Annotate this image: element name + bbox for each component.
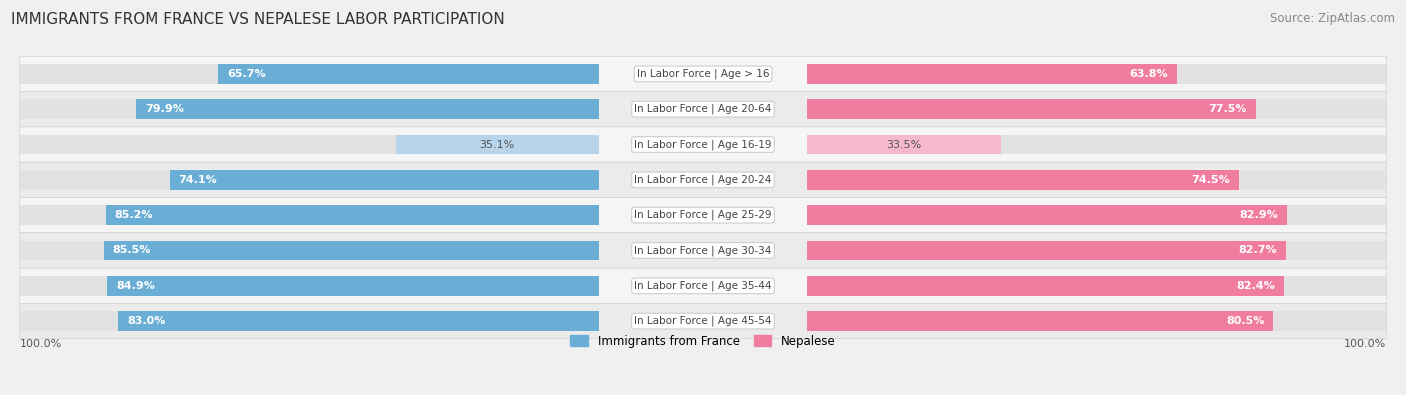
- Text: In Labor Force | Age 16-19: In Labor Force | Age 16-19: [634, 139, 772, 150]
- Text: 63.8%: 63.8%: [1129, 69, 1168, 79]
- Bar: [807, 276, 1284, 295]
- Text: In Labor Force | Age 30-34: In Labor Force | Age 30-34: [634, 245, 772, 256]
- FancyBboxPatch shape: [20, 92, 1386, 127]
- Text: In Labor Force | Age 25-29: In Labor Force | Age 25-29: [634, 210, 772, 220]
- FancyBboxPatch shape: [20, 56, 1386, 92]
- Bar: [118, 311, 599, 331]
- Text: IMMIGRANTS FROM FRANCE VS NEPALESE LABOR PARTICIPATION: IMMIGRANTS FROM FRANCE VS NEPALESE LABOR…: [11, 12, 505, 27]
- Bar: [20, 276, 599, 295]
- Bar: [20, 64, 599, 84]
- Bar: [807, 100, 1386, 119]
- Bar: [807, 135, 1001, 154]
- Bar: [807, 170, 1386, 190]
- Text: 85.5%: 85.5%: [112, 245, 150, 256]
- Text: In Labor Force | Age > 16: In Labor Force | Age > 16: [637, 69, 769, 79]
- Text: 84.9%: 84.9%: [115, 281, 155, 291]
- Bar: [105, 205, 599, 225]
- Text: In Labor Force | Age 20-64: In Labor Force | Age 20-64: [634, 104, 772, 115]
- Text: 35.1%: 35.1%: [479, 139, 515, 150]
- Bar: [807, 241, 1386, 260]
- Text: 82.7%: 82.7%: [1239, 245, 1277, 256]
- Bar: [807, 241, 1286, 260]
- FancyBboxPatch shape: [20, 162, 1386, 198]
- Legend: Immigrants from France, Nepalese: Immigrants from France, Nepalese: [571, 335, 835, 348]
- FancyBboxPatch shape: [20, 127, 1386, 162]
- Text: 79.9%: 79.9%: [145, 104, 184, 114]
- FancyBboxPatch shape: [20, 233, 1386, 268]
- Text: 85.2%: 85.2%: [114, 210, 153, 220]
- Text: 80.5%: 80.5%: [1226, 316, 1264, 326]
- Bar: [807, 64, 1386, 84]
- Bar: [807, 205, 1286, 225]
- Text: 82.9%: 82.9%: [1240, 210, 1278, 220]
- Bar: [20, 241, 599, 260]
- Bar: [807, 100, 1256, 119]
- Text: 100.0%: 100.0%: [1344, 339, 1386, 349]
- Text: 82.4%: 82.4%: [1237, 281, 1275, 291]
- Bar: [807, 170, 1239, 190]
- Bar: [395, 135, 599, 154]
- Text: 74.5%: 74.5%: [1191, 175, 1230, 185]
- Bar: [20, 100, 599, 119]
- Text: In Labor Force | Age 45-54: In Labor Force | Age 45-54: [634, 316, 772, 326]
- Text: 65.7%: 65.7%: [228, 69, 266, 79]
- Text: Source: ZipAtlas.com: Source: ZipAtlas.com: [1270, 12, 1395, 25]
- FancyBboxPatch shape: [20, 198, 1386, 233]
- Bar: [218, 64, 599, 84]
- Text: 83.0%: 83.0%: [127, 316, 166, 326]
- Bar: [136, 100, 599, 119]
- Bar: [807, 276, 1386, 295]
- Bar: [807, 205, 1386, 225]
- Bar: [20, 311, 599, 331]
- Bar: [807, 311, 1386, 331]
- Text: 33.5%: 33.5%: [887, 139, 922, 150]
- Text: In Labor Force | Age 35-44: In Labor Force | Age 35-44: [634, 280, 772, 291]
- Text: In Labor Force | Age 20-24: In Labor Force | Age 20-24: [634, 175, 772, 185]
- FancyBboxPatch shape: [20, 268, 1386, 303]
- Text: 77.5%: 77.5%: [1209, 104, 1247, 114]
- Bar: [20, 205, 599, 225]
- Bar: [807, 135, 1386, 154]
- Bar: [107, 276, 599, 295]
- Bar: [807, 311, 1274, 331]
- Text: 74.1%: 74.1%: [179, 175, 218, 185]
- Bar: [807, 64, 1177, 84]
- Bar: [170, 170, 599, 190]
- FancyBboxPatch shape: [20, 303, 1386, 339]
- Bar: [104, 241, 599, 260]
- Bar: [20, 135, 599, 154]
- Bar: [20, 170, 599, 190]
- Text: 100.0%: 100.0%: [20, 339, 62, 349]
